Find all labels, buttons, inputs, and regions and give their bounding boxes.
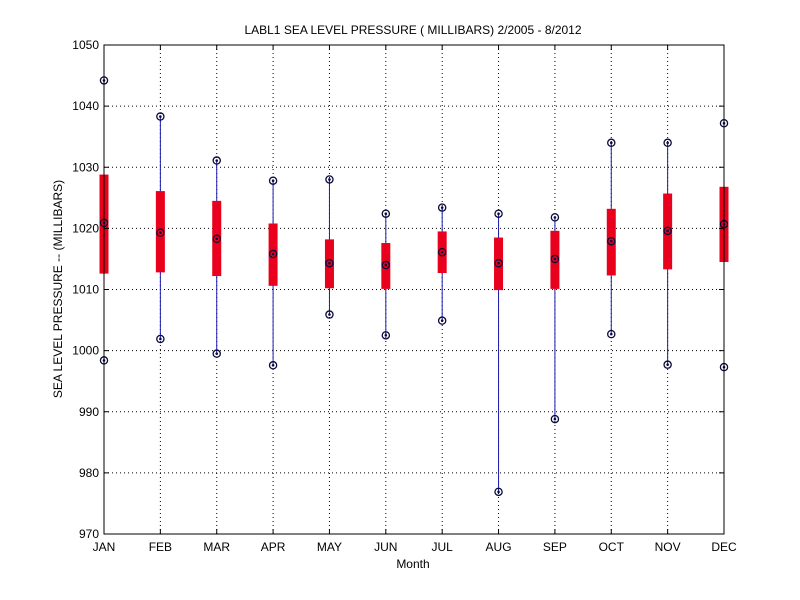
max-marker-oct xyxy=(607,138,616,148)
max-marker-sep xyxy=(550,213,560,222)
x-axis-ticks: JAN FEB MAR APR MAY JUN JUL AUG SEP OCT NOV DEC xyxy=(93,45,737,554)
y-tick-label: 1020 xyxy=(72,221,99,235)
median-marker-may xyxy=(325,258,334,268)
data-markers xyxy=(99,76,729,497)
median-marker-nov xyxy=(663,226,672,236)
whisker-lines xyxy=(103,80,725,492)
x-tick-label-aug: AUG xyxy=(486,540,512,554)
x-tick-label-jan: JAN xyxy=(93,540,116,554)
x-tick-label-nov: NOV xyxy=(655,540,681,554)
x-axis-label: Month xyxy=(396,557,429,571)
chart-title: LABL1 SEA LEVEL PRESSURE ( MILLIBARS) 2/… xyxy=(244,23,581,37)
x-tick-label-apr: APR xyxy=(261,540,286,554)
min-marker-sep xyxy=(550,414,560,424)
max-marker-apr xyxy=(268,176,278,185)
x-tick-label-may: MAY xyxy=(317,540,342,554)
min-marker-jun xyxy=(381,331,391,340)
max-marker-feb xyxy=(156,112,165,121)
x-tick-label-sep: SEP xyxy=(543,540,567,554)
min-marker-apr xyxy=(268,361,278,370)
median-marker-oct xyxy=(607,236,616,246)
y-axis-ticks: 970 980 990 1000 1010 1020 1030 1040 1050 xyxy=(72,38,724,541)
y-tick-label: 980 xyxy=(79,466,99,480)
y-tick-label: 1040 xyxy=(72,99,99,113)
max-marker-jun xyxy=(381,209,391,218)
x-tick-label-jun: JUN xyxy=(374,540,397,554)
max-marker-may xyxy=(325,175,334,184)
median-marker-sep xyxy=(550,254,560,264)
x-tick-label-mar: MAR xyxy=(203,540,230,554)
median-marker-apr xyxy=(268,249,278,259)
median-marker-aug xyxy=(494,258,503,268)
max-marker-jul xyxy=(437,203,447,212)
y-tick-label: 990 xyxy=(79,405,99,419)
min-marker-nov xyxy=(663,360,672,369)
min-marker-mar xyxy=(212,349,221,358)
x-tick-label-jul: JUL xyxy=(432,540,454,554)
y-tick-label: 1030 xyxy=(72,160,99,174)
min-marker-oct xyxy=(607,329,616,339)
y-tick-label: 1000 xyxy=(72,344,99,358)
y-tick-label: 970 xyxy=(79,527,99,541)
median-marker-mar xyxy=(212,234,221,244)
max-marker-mar xyxy=(212,156,221,165)
y-axis-label: SEA LEVEL PRESSURE -- (MILLIBARS) xyxy=(51,180,65,398)
median-marker-jul xyxy=(437,247,447,257)
min-marker-feb xyxy=(156,334,165,344)
x-tick-label-dec: DEC xyxy=(711,540,737,554)
x-tick-label-feb: FEB xyxy=(149,540,172,554)
min-marker-may xyxy=(325,310,334,319)
max-marker-aug xyxy=(494,209,503,218)
min-marker-aug xyxy=(494,487,503,497)
x-tick-label-oct: OCT xyxy=(599,540,625,554)
y-tick-label: 1050 xyxy=(72,38,99,52)
max-marker-nov xyxy=(663,138,672,148)
min-marker-jul xyxy=(437,316,447,325)
iqr-boxes xyxy=(99,174,729,291)
median-marker-feb xyxy=(156,228,165,237)
median-marker-jun xyxy=(381,260,391,270)
grid-lines xyxy=(104,45,724,534)
y-tick-label: 1010 xyxy=(72,283,99,297)
